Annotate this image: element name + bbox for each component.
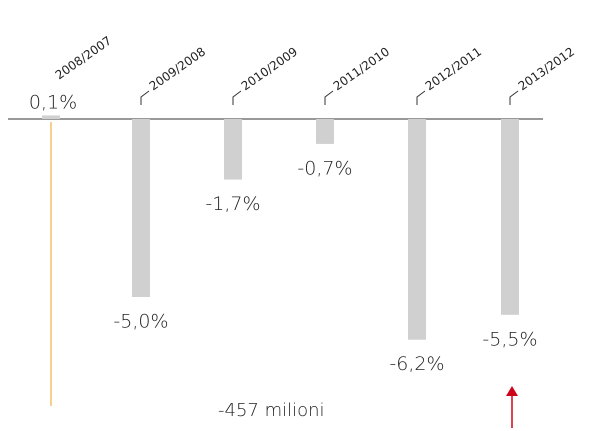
x-tick-label: 2010/2009	[239, 45, 300, 94]
arrow-head	[506, 386, 518, 396]
leader-line	[232, 90, 242, 105]
value-label: -0,7%	[297, 157, 352, 179]
value-label: 0,1%	[29, 92, 77, 114]
x-tick-label: 2012/2011	[423, 45, 484, 94]
value-label: -5,0%	[113, 311, 168, 333]
bar	[224, 119, 242, 180]
bar	[42, 115, 60, 119]
leader-line	[509, 90, 519, 105]
leader-line	[324, 90, 334, 105]
leader-line	[416, 90, 426, 105]
value-label: -5,5%	[482, 328, 537, 350]
bar	[408, 119, 426, 340]
bar	[316, 119, 334, 144]
annotation: -457 milioni	[218, 400, 325, 421]
leader-line	[140, 90, 150, 105]
bar	[132, 119, 150, 297]
x-tick-label: 2009/2008	[147, 45, 208, 94]
bar	[501, 119, 519, 315]
value-label: -6,2%	[389, 353, 444, 375]
x-tick-label: 2013/2012	[516, 45, 577, 94]
x-tick-label: 2008/2007	[53, 34, 114, 83]
x-tick-label: 2011/2010	[331, 45, 392, 94]
value-label: -1,7%	[205, 193, 260, 215]
